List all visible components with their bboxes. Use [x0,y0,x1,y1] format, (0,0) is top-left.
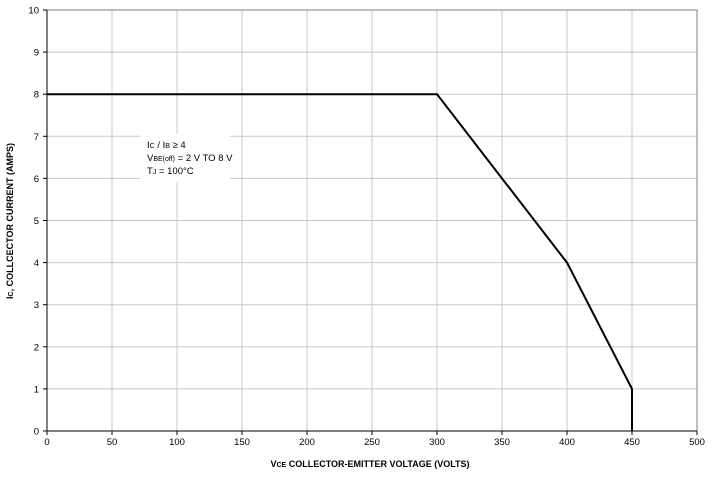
x-tick-label: 500 [689,437,705,448]
y-axis-label-text: , COLLCECTOR CURRENT (AMPS) [5,143,15,291]
x-axis-label-subscript: CE [276,462,286,469]
x-axis-label-text: COLLECTOR-EMITTER VOLTAGE (VOLTS) [286,459,469,469]
x-tick-label: 400 [559,437,575,448]
x-axis-label-symbol: V [270,459,276,469]
y-axis-label-symbol: I [5,296,15,299]
y-tick-label: 10 [28,6,39,17]
annotation-subscript: C [150,143,155,150]
x-tick-label: 250 [364,437,380,448]
annotation-subscript: J [153,169,157,176]
annotation-text: = 2 V TO 8 V [175,153,233,164]
x-tick-label: 0 [44,437,49,448]
y-axis-label-subscript: C [8,291,15,296]
y-tick-label: 2 [34,342,39,353]
x-tick-labels: 0 50 100 150 200 250 300 350 400 450 500 [44,437,705,448]
y-tick-label: 9 [34,48,39,59]
x-tick-label: 200 [299,437,315,448]
annotation-subscript: B [165,143,170,150]
y-tick-label: 3 [34,300,39,311]
annotation-subscript: BE(off) [153,156,175,163]
y-tick-label: 1 [34,384,39,395]
plot-frame [46,9,698,432]
y-axis-label: IC, COLLCECTOR CURRENT (AMPS) [5,143,15,299]
annotation-box: IC / IB ≥ 4 VBE(off) = 2 V TO 8 V TJ = 1… [140,134,233,182]
x-axis-label: VCE COLLECTOR-EMITTER VOLTAGE (VOLTS) [270,459,469,469]
y-tick-label: 5 [34,216,39,227]
y-tick-label: 8 [34,90,39,101]
annotation-text: ≥ 4 [170,140,186,151]
x-tick-label: 300 [429,437,445,448]
series-group [47,93,633,431]
series-line [47,93,633,431]
x-tick-label: 100 [169,437,185,448]
annotation-text: / I [155,140,166,151]
grid [43,9,698,435]
annotation-text: I [147,140,150,151]
y-tick-label: 6 [34,174,39,185]
annotation-line: TJ = 100°C [147,166,194,177]
y-tick-label: 7 [34,132,39,143]
x-tick-label: 450 [624,437,640,448]
y-tick-labels: 0 1 2 3 4 5 6 7 8 9 10 [28,6,39,438]
annotation-text: V [147,153,154,164]
annotation-background [140,134,230,182]
x-tick-label: 150 [234,437,250,448]
annotation-line: IC / IB ≥ 4 [147,140,186,151]
x-tick-label: 50 [107,437,118,448]
annotation-text: T [147,166,153,177]
y-tick-label: 0 [34,427,39,438]
annotation-text: = 100°C [156,166,193,177]
x-tick-label: 350 [494,437,510,448]
y-tick-label: 4 [34,258,39,269]
annotation-line: VBE(off) = 2 V TO 8 V [147,153,233,164]
